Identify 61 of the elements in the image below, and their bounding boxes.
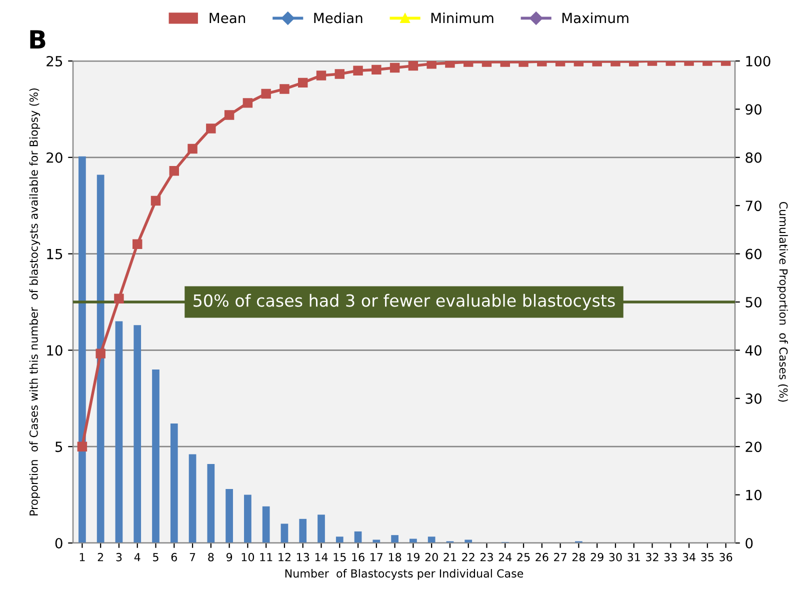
x-tick-label: 20 [425,552,438,562]
legend-label: Median [314,12,362,24]
y2-tick-label: 50 [746,296,762,308]
x-tick-label: 17 [370,553,383,562]
x-tick-label: 18 [388,552,402,562]
y-tick-label: 25 [46,56,62,66]
x-tick-label: 16 [352,552,364,562]
x-tick-label: 7 [190,553,196,562]
y2-tick-label: 90 [746,104,762,115]
x-tick-label: 13 [297,552,310,562]
x-tick-label: 19 [407,552,420,562]
x-tick-label: 8 [208,552,214,562]
y-tick-label: 5 [56,442,62,452]
y2-axis-title: Cumulative Proportion of Cases (%) [777,202,788,402]
x-tick-label: 24 [498,552,512,562]
x-tick-label: 23 [480,552,493,562]
y2-tick-label: 60 [746,248,762,260]
x-tick-label: 34 [682,552,696,562]
x-tick-label: 11 [260,553,272,562]
y-axis-title: Proportion of Cases with this number of blastocysts available for Biopsy (%) [29,88,40,516]
x-tick-label: 4 [134,553,140,562]
x-axis-title: Number of Blastocysts per Individual Case [285,569,524,580]
y-tick-label: 10 [47,345,62,356]
x-tick-label: 31 [628,552,640,562]
x-tick-label: 2 [98,552,104,562]
y2-tick-label: 0 [746,538,753,548]
x-tick-label: 3 [116,552,122,562]
x-tick-label: 26 [536,552,548,562]
y-tick-label: 15 [47,248,62,260]
x-tick-label: 9 [226,552,232,562]
x-tick-label: 6 [171,552,177,562]
legend-label: Maximum [562,12,628,24]
y-tick-label: 0 [55,538,62,548]
x-tick-label: 36 [720,552,732,562]
x-tick-label: 15 [334,553,346,562]
y2-tick-label: 10 [746,490,762,500]
y2-tick-label: 100 [746,56,770,66]
y2-tick-label: 70 [746,200,762,212]
x-tick-label: 29 [590,552,604,562]
text: B [30,30,46,48]
x-tick-label: 10 [242,552,254,562]
x-tick-label: 28 [572,552,586,562]
x-tick-label: 30 [609,552,622,562]
legend-label: Minimum [431,12,494,24]
x-tick-label: 35 [701,552,714,562]
x-tick-label: 32 [646,552,658,562]
y2-tick-label: 20 [746,442,762,452]
x-tick-label: 22 [462,552,474,562]
x-tick-label: 25 [517,552,530,562]
x-tick-label: 12 [278,552,290,562]
x-tick-label: 27 [554,552,566,562]
x-tick-label: 33 [664,552,677,562]
y-tick-label: 20 [46,152,62,163]
y2-tick-label: 30 [746,393,762,404]
x-tick-label: 1 [80,553,85,562]
x-tick-label: 14 [315,553,328,562]
y2-tick-label: 80 [746,152,762,163]
x-tick-label: 5 [153,553,158,562]
y2-tick-label: 40 [745,345,762,356]
x-tick-label: 21 [444,552,456,562]
legend-label: Mean [210,12,246,24]
